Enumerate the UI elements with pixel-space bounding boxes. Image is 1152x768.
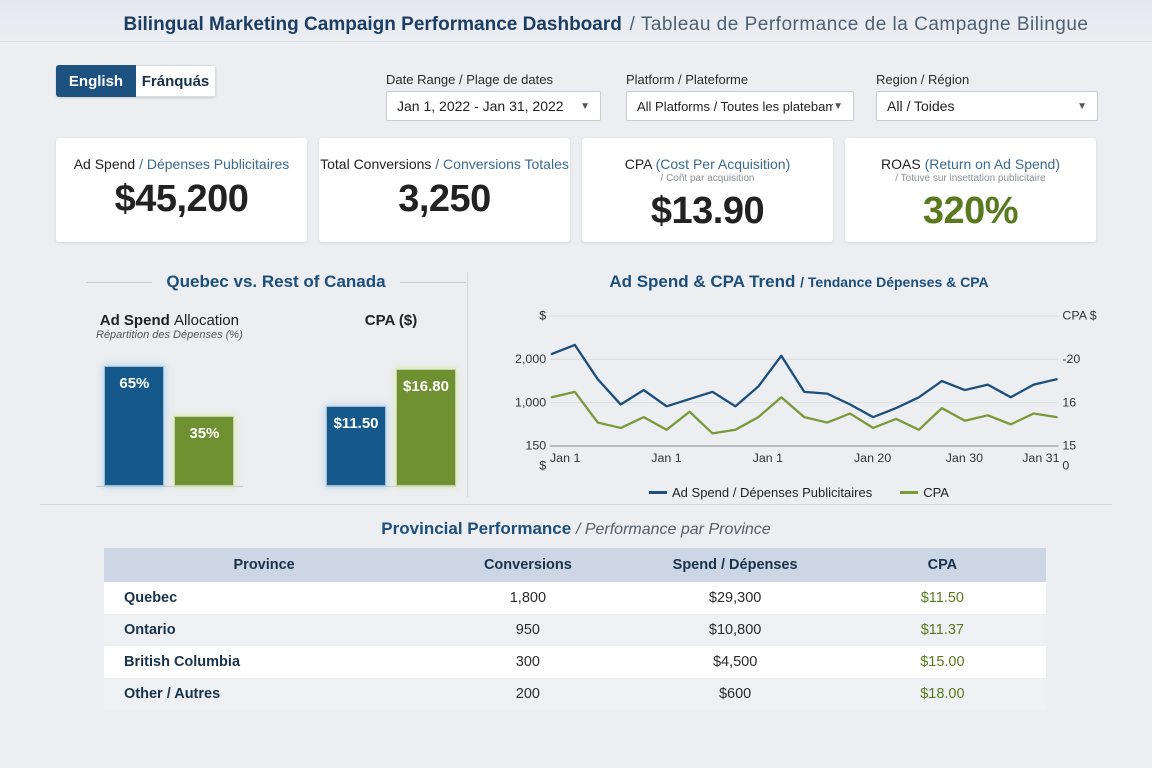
svg-text:16: 16	[1062, 396, 1076, 410]
svg-text:$: $	[539, 459, 546, 473]
svg-text:CPA $: CPA $	[1062, 309, 1097, 323]
svg-text:Jan 31: Jan 31	[1022, 452, 1060, 466]
svg-text:-20: -20	[1062, 352, 1080, 366]
svg-text:2,000: 2,000	[515, 352, 546, 366]
svg-text:150: 150	[525, 439, 546, 453]
svg-text:Jan 30: Jan 30	[946, 452, 984, 466]
svg-text:Jan 1: Jan 1	[550, 452, 581, 466]
svg-text:Jan 20: Jan 20	[854, 452, 892, 466]
svg-text:1,000: 1,000	[515, 396, 546, 410]
svg-text:15: 15	[1062, 439, 1076, 453]
svg-text:$: $	[539, 309, 546, 323]
svg-text:0: 0	[1062, 459, 1069, 473]
svg-text:Jan 1: Jan 1	[753, 452, 784, 466]
svg-text:Jan 1: Jan 1	[651, 452, 682, 466]
